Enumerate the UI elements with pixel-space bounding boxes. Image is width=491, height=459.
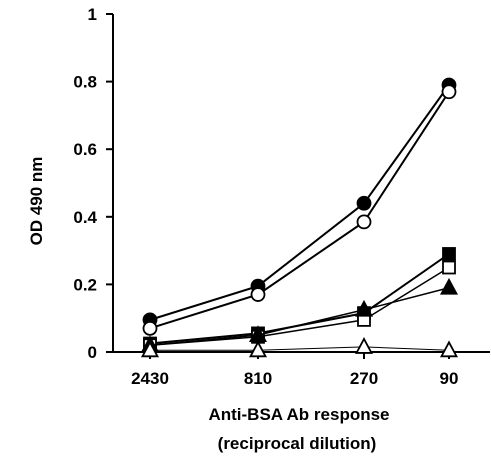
data-point-open-square	[442, 260, 456, 275]
y-tick-label: 0.8	[73, 73, 97, 92]
x-tick-label: 270	[350, 369, 378, 388]
data-point-open-triangle	[140, 340, 160, 358]
series-line-filled-triangle	[149, 287, 450, 346]
data-point-open-circle	[356, 214, 372, 230]
data-point-open-triangle	[439, 340, 459, 358]
data-point-filled-triangle	[354, 299, 374, 317]
y-ticks: 0 0.2 0.4 0.6 0.8 1	[73, 5, 113, 362]
y-axis: 0 0.2 0.4 0.6 0.8 1	[73, 5, 114, 362]
x-tick-label: 810	[244, 369, 272, 388]
x-tick-label: 90	[440, 369, 459, 388]
data-point-open-circle	[441, 84, 457, 100]
data-point-filled-circle	[356, 195, 372, 211]
x-tick-label: 2430	[131, 369, 169, 388]
x-axis-title-line2: (reciprocal dilution)	[218, 434, 377, 453]
data-point-open-circle	[250, 287, 266, 302]
series-open-circle	[142, 84, 457, 336]
series-line-filled-circle	[149, 84, 450, 321]
y-tick-label: 0	[88, 343, 97, 362]
y-tick-label: 0.6	[73, 140, 97, 159]
y-tick-label: 0.2	[73, 275, 97, 294]
data-point-filled-triangle	[439, 277, 459, 295]
x-ticks: 2430 810 270 90	[131, 352, 458, 388]
data-point-open-triangle	[248, 340, 268, 358]
series-open-triangle	[140, 337, 459, 358]
data-point-open-circle	[142, 320, 158, 336]
series-line-filled-square	[149, 253, 450, 345]
series-line-open-circle	[149, 91, 450, 330]
series-line-open-square	[149, 266, 450, 346]
data-point-filled-square	[442, 247, 456, 261]
x-axis: 2430 810 270 90	[113, 351, 490, 388]
y-axis-title: OD 490 nm	[27, 157, 46, 246]
data-point-open-triangle	[354, 337, 374, 354]
series-filled-circle	[142, 77, 457, 328]
series-layer	[140, 77, 459, 358]
x-axis-title-line1: Anti-BSA Ab response	[208, 405, 389, 424]
y-tick-label: 0.4	[73, 208, 97, 227]
y-tick-label: 1	[88, 5, 97, 24]
series-line-open-triangle	[150, 346, 450, 351]
